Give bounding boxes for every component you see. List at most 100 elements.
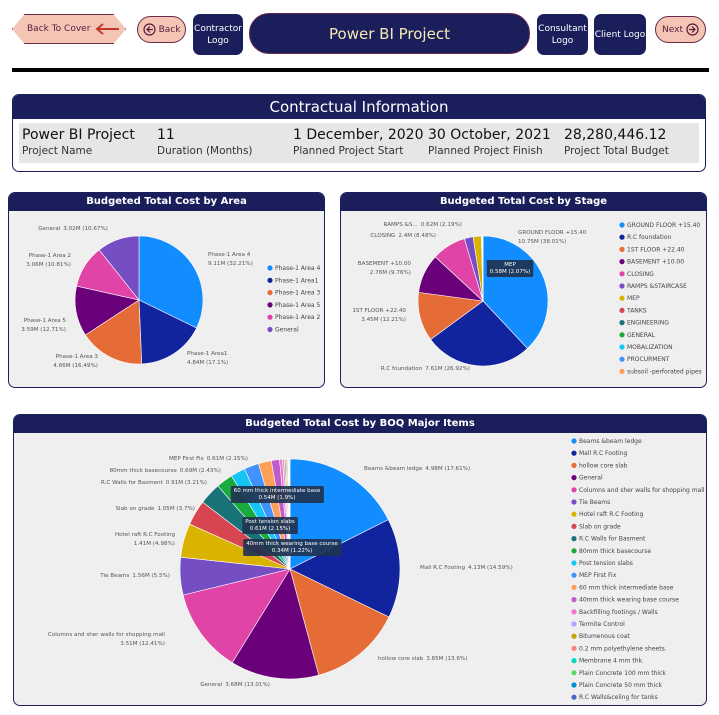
legend-label: Mall R.C Footing xyxy=(579,450,627,457)
legend-label: R.C Walls&celing for tanks xyxy=(579,694,658,701)
legend-marker xyxy=(619,271,625,277)
legend-marker xyxy=(571,633,577,639)
chart-title: Budgeted Total Cost by BOQ Major Items xyxy=(14,415,706,433)
data-label-value: 0.54M (1.9%) xyxy=(258,495,295,501)
legend-label: ENGINEERING xyxy=(627,320,669,327)
back-to-cover-button[interactable]: Back To Cover xyxy=(12,14,126,44)
legend-label: R.C foundation xyxy=(627,234,672,241)
data-label: Beams &beam ledge 4.98M (17.61%) xyxy=(364,466,470,472)
field-value: 28,280,446.12 xyxy=(564,127,667,143)
data-label-value: 3.85M (13.6%) xyxy=(426,656,467,662)
data-label-value: 4.66M (16.49%) xyxy=(53,363,98,369)
data-label: 1ST FLOOR +22.40 3.45M (12.21%) xyxy=(352,308,406,323)
data-label-value: 3.59M (12.71%) xyxy=(21,327,66,333)
next-button[interactable]: Next xyxy=(655,16,706,43)
legend-label: GROUND FLOOR +15.40 xyxy=(627,222,700,229)
legend-label: GENERAL xyxy=(627,332,656,339)
pie-slice xyxy=(231,568,320,680)
data-label-value: 1.56M (5.5%) xyxy=(132,573,170,579)
legend-marker xyxy=(571,584,577,591)
data-label: R.C foundation 7.61M (26.92%) xyxy=(381,366,470,372)
legend-marker xyxy=(571,511,577,517)
legend-label: Backfilling footings / Walls xyxy=(579,609,658,616)
data-label-value: 1.41M (4.98%) xyxy=(134,541,175,547)
field-value: 11 xyxy=(157,127,175,143)
legend-marker xyxy=(619,320,625,326)
legend-marker xyxy=(571,462,577,468)
legend-label: MOBALIZATION xyxy=(627,344,673,351)
legend-marker xyxy=(619,234,625,240)
button-label: Next xyxy=(662,24,683,35)
logo-label: Consultant Logo xyxy=(538,23,587,46)
pie-slice xyxy=(182,568,291,664)
data-label: MEP First Fix 0.61M (2.15%) xyxy=(169,456,248,462)
legend-label: hollow core slab xyxy=(579,462,628,469)
legend-marker xyxy=(571,548,577,554)
field: 30 October, 2021 Planned Project Finish xyxy=(428,127,551,157)
legend-marker xyxy=(267,277,273,283)
data-label-name: Phase-1 Area 2 xyxy=(29,253,71,259)
legend-label: 60 mm thick intermediate base xyxy=(579,584,674,591)
data-label-value: 3.51M (12.41%) xyxy=(120,641,165,647)
legend-marker xyxy=(267,290,273,296)
data-label-name: Phase-1 Area1 xyxy=(187,351,228,357)
legend-label: subsoil -perforated pipes xyxy=(627,368,702,375)
legend-label: R.C Walls for Basment xyxy=(579,536,646,543)
legend-marker xyxy=(571,597,577,603)
legend-label: TANKS xyxy=(626,307,647,314)
legend-label: 80mm thick basecourse xyxy=(579,548,651,555)
legend-label: 40mm thick wearing base course xyxy=(579,597,679,604)
pie-slice xyxy=(84,299,143,365)
info-band xyxy=(19,123,699,163)
legend-label: Slab on grade xyxy=(579,523,621,530)
legend-label: RAMPS &STAIRCASE xyxy=(627,283,687,290)
client-logo[interactable]: Client Logo xyxy=(594,14,646,55)
data-label: Phase-1 Area1 4.84M (17.1%) xyxy=(187,351,228,366)
legend-marker xyxy=(571,536,577,542)
data-label-name: 60 mm thick intermediate base xyxy=(234,488,321,494)
legend-label: 0.2 mm polyethylene sheets. xyxy=(579,645,667,652)
tooltip-text: 60 mm thick intermediate base 0.54M (1.9%… xyxy=(234,488,321,501)
arrow-icon xyxy=(95,23,120,35)
data-label-name: GROUND FLOOR +15.40 xyxy=(518,230,587,236)
data-label-value: 3.68M (13.01%) xyxy=(225,682,270,688)
legend-marker xyxy=(571,475,577,481)
data-label-name: General xyxy=(200,682,222,688)
title-pill: Power BI Project xyxy=(249,13,530,54)
data-label-name: Phase-1 Area 4 xyxy=(208,252,251,258)
data-label-name: 1ST FLOOR +22.40 xyxy=(352,308,406,314)
legend-label: Phase-1 Area 2 xyxy=(275,314,321,321)
data-label-value: 1.05M (3.7%) xyxy=(157,506,195,512)
consultant-logo[interactable]: Consultant Logo xyxy=(537,14,588,55)
data-label-value: 0.62M (2.19%) xyxy=(421,222,462,228)
data-label: Slab on grade 1.05M (3.7%) xyxy=(115,506,195,512)
legend-marker xyxy=(267,265,273,271)
legend-label: Columns and sher walls for shopping mall xyxy=(579,487,705,494)
data-label-value: 0.34M (1.22%) xyxy=(272,548,313,554)
legend-label: General xyxy=(579,475,603,482)
data-label-value: 0.61M (2.15%) xyxy=(250,526,291,532)
dashboard-title: Power BI Project xyxy=(329,24,450,43)
pie-slice xyxy=(289,519,401,618)
legend-marker xyxy=(571,450,577,456)
legend-marker xyxy=(619,283,625,289)
legend-marker xyxy=(571,682,577,688)
contractor-logo[interactable]: Contractor Logo xyxy=(193,14,243,55)
legend-marker xyxy=(571,658,577,664)
legend-marker xyxy=(571,572,577,578)
data-label-name: Post tension slabs xyxy=(245,519,295,525)
button-label: Back xyxy=(158,24,181,35)
data-label-name: 80mm thick basecourse xyxy=(110,468,178,474)
field: 28,280,446.12 Project Total Budget xyxy=(564,127,669,157)
legend-marker xyxy=(571,438,577,444)
legend-marker xyxy=(571,487,577,493)
back-button[interactable]: Back xyxy=(137,16,186,43)
legend-marker xyxy=(619,368,625,374)
legend-marker xyxy=(619,259,625,265)
data-label-name: CLOSING xyxy=(370,233,395,239)
data-label-value: 3.02M (10.67%) xyxy=(63,226,108,232)
data-label-name: Hotel raft R.C Footing xyxy=(115,532,175,538)
data-label-name: 40mm thick wearing base course xyxy=(246,541,338,547)
data-label-name: General xyxy=(38,226,60,232)
